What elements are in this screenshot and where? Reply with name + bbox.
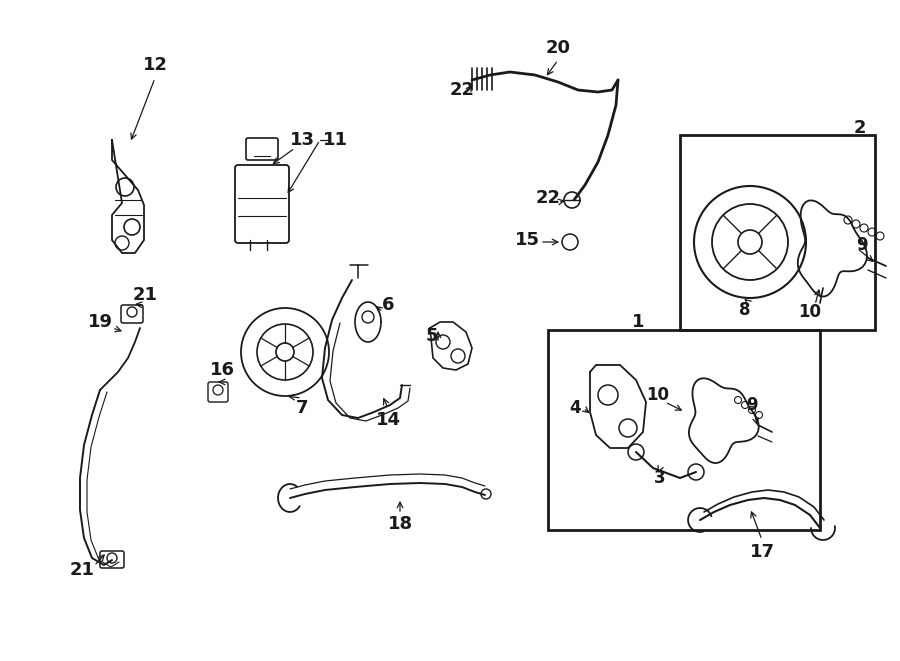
Text: 8: 8 [739,301,751,319]
Bar [548,330,820,530]
Text: 12: 12 [142,56,167,74]
Text: 7: 7 [296,399,308,417]
Text: 11: 11 [322,131,347,149]
Text: 14: 14 [375,411,401,429]
Text: 10: 10 [798,303,822,321]
Text: 1: 1 [632,313,644,331]
Text: 21: 21 [69,561,94,579]
Text: 2: 2 [854,119,866,137]
Text: 13: 13 [290,131,314,149]
Text: 4: 4 [569,399,580,417]
Text: 22: 22 [536,189,561,207]
Text: 21: 21 [132,286,157,304]
Text: 19: 19 [87,313,112,331]
Text: 22: 22 [449,81,474,99]
Text: 17: 17 [750,543,775,561]
Text: 9: 9 [856,236,868,254]
Text: 3: 3 [654,469,666,487]
Text: 20: 20 [545,39,571,57]
Text: 15: 15 [515,231,539,249]
Text: 10: 10 [646,386,670,404]
Text: 6: 6 [382,296,394,314]
Bar [680,135,875,330]
Text: 5: 5 [426,327,438,345]
Text: 18: 18 [387,515,412,533]
Text: 9: 9 [746,396,758,414]
Text: 16: 16 [210,361,235,379]
